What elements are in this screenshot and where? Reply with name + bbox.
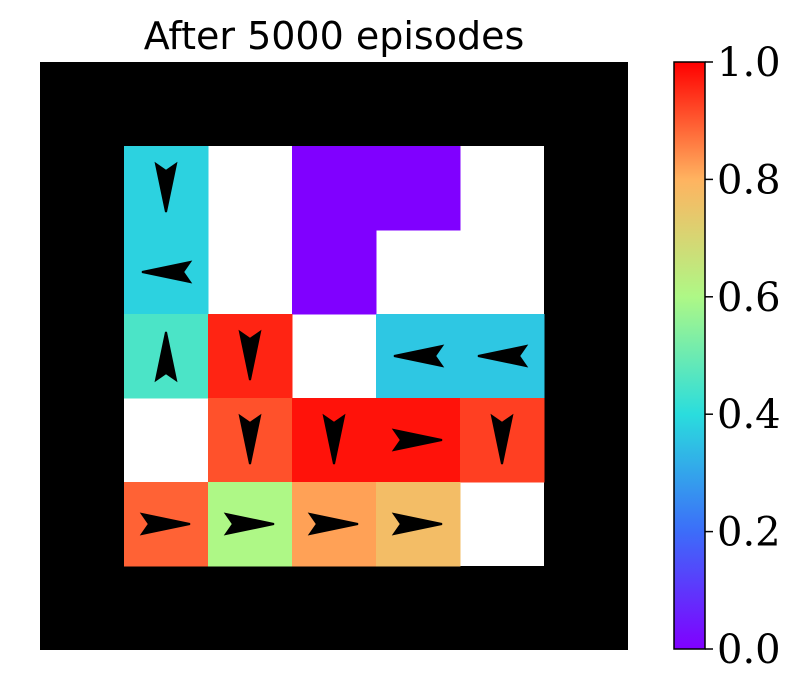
policy-arrow-down-icon: [238, 413, 262, 465]
chart-title: After 5000 episodes: [144, 14, 525, 58]
policy-arrow-right-icon: [223, 512, 275, 536]
colorbar-tick-label: 1.0: [717, 40, 781, 86]
colorbar-tick-label: 0.6: [717, 275, 781, 321]
colorbar: 0.0 0.2 0.4 0.6 0.8 1.0: [673, 40, 781, 673]
heatmap-cell: [376, 146, 461, 231]
policy-arrow-up-icon: [154, 331, 178, 383]
policy-arrow-down-icon: [238, 329, 262, 381]
policy-arrow-right-icon: [391, 512, 443, 536]
policy-arrow-left-icon: [141, 260, 193, 284]
policy-arrow-down-icon: [490, 413, 514, 465]
grid-world: [40, 62, 628, 650]
policy-arrow-down-icon: [154, 161, 178, 213]
colorbar-gradient: [673, 61, 706, 650]
heatmap-cell: [292, 146, 377, 231]
policy-arrow-down-icon: [322, 413, 346, 465]
policy-arrow-right-icon: [139, 512, 191, 536]
heatmap-cell: [292, 230, 377, 315]
policy-arrow-left-icon: [477, 344, 529, 368]
policy-arrow-left-icon: [393, 344, 445, 368]
colorbar-tick-label: 0.2: [717, 510, 781, 556]
colorbar-tick-label: 0.4: [717, 392, 781, 438]
colorbar-tick-label: 0.8: [717, 157, 781, 203]
policy-arrow-right-icon: [391, 428, 443, 452]
colorbar-tick-label: 0.0: [717, 627, 781, 673]
policy-arrow-right-icon: [307, 512, 359, 536]
